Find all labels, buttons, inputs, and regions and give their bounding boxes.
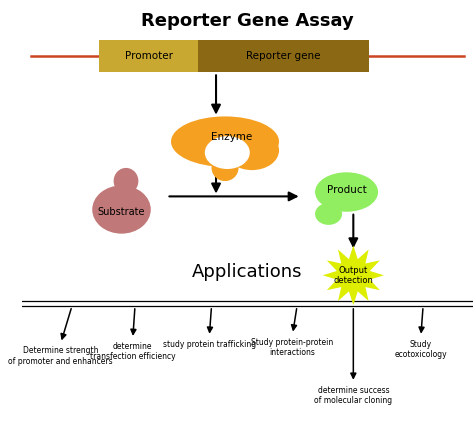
- Ellipse shape: [315, 172, 378, 212]
- Text: Study protein-protein
interactions: Study protein-protein interactions: [251, 337, 334, 357]
- Text: Product: Product: [327, 185, 366, 195]
- Ellipse shape: [114, 168, 138, 194]
- FancyBboxPatch shape: [198, 40, 369, 72]
- Text: Substrate: Substrate: [98, 207, 145, 217]
- Ellipse shape: [211, 155, 238, 181]
- Text: Output
detection: Output detection: [333, 265, 373, 285]
- Polygon shape: [323, 246, 384, 305]
- Text: study protein trafficking: study protein trafficking: [163, 340, 256, 349]
- FancyBboxPatch shape: [99, 40, 198, 72]
- Text: determine
transfection efficiency: determine transfection efficiency: [90, 342, 175, 361]
- Text: Applications: Applications: [192, 262, 303, 280]
- Text: determine success
of molecular cloning: determine success of molecular cloning: [314, 386, 392, 405]
- Text: Determine strength
of promoter and enhancers: Determine strength of promoter and enhan…: [9, 346, 113, 366]
- Text: Enzyme: Enzyme: [211, 132, 253, 142]
- Text: Reporter gene: Reporter gene: [246, 51, 321, 61]
- Ellipse shape: [92, 186, 151, 234]
- Ellipse shape: [315, 203, 342, 225]
- Ellipse shape: [225, 131, 279, 170]
- Text: Promoter: Promoter: [125, 51, 173, 61]
- Text: Reporter Gene Assay: Reporter Gene Assay: [141, 12, 354, 30]
- Ellipse shape: [205, 136, 250, 169]
- Text: Study
ecotoxicology: Study ecotoxicology: [394, 340, 447, 359]
- Ellipse shape: [171, 116, 279, 167]
